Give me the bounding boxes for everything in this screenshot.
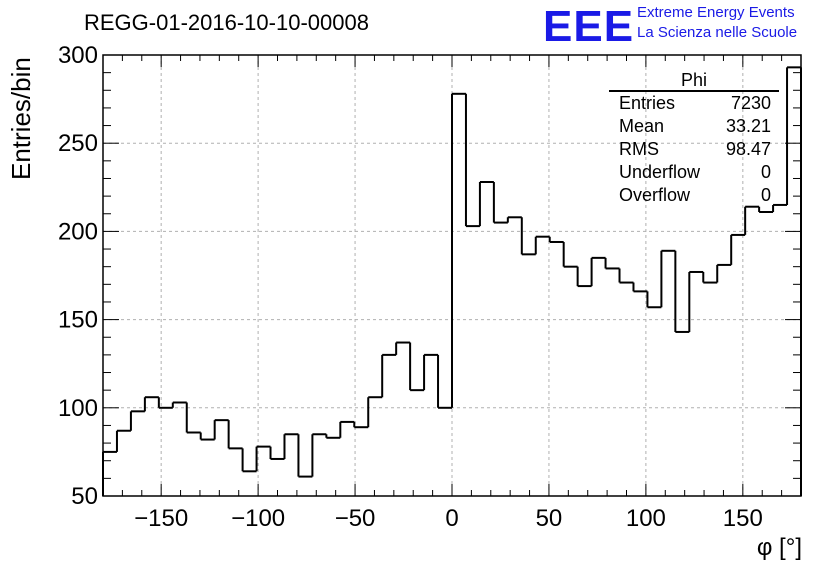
stats-value: 0 (760, 162, 771, 182)
logo-line-1: Extreme Energy Events (637, 4, 795, 21)
y-tick-label: 150 (58, 307, 98, 334)
x-tick-label: −150 (134, 505, 188, 532)
stats-row-entries: Entries 7230 (609, 92, 779, 115)
x-tick-label: 0 (445, 505, 458, 532)
x-tick-label: 50 (536, 505, 563, 532)
logo-line-2: La Scienza nelle Scuole (637, 24, 798, 41)
stats-row-overflow: Overflow 0 (609, 184, 779, 207)
chart-title: REGG-01-2016-10-10-00008 (84, 10, 369, 35)
x-tick-label: −100 (231, 505, 285, 532)
y-tick-label: 200 (58, 218, 98, 245)
stats-row-rms: RMS 98.47 (609, 138, 779, 161)
eee-logo: EEE (543, 2, 635, 51)
stats-label: Overflow (619, 185, 691, 205)
x-tick-label: 150 (723, 505, 763, 532)
y-tick-label: 250 (58, 130, 98, 157)
stats-row-mean: Mean 33.21 (609, 115, 779, 138)
stats-value: 0 (760, 185, 771, 205)
stats-box: Phi Entries 7230 Mean 33.21 RMS 98.47 Un… (609, 70, 779, 207)
stats-row-underflow: Underflow 0 (609, 161, 779, 184)
stats-label: Entries (619, 93, 676, 113)
y-tick-label: 100 (58, 395, 98, 422)
y-axis-label: Entries/bin (6, 57, 36, 180)
x-tick-label: −50 (335, 505, 376, 532)
stats-value: 98.47 (725, 139, 771, 159)
stats-value: 33.21 (725, 116, 771, 136)
stats-value: 7230 (730, 93, 771, 113)
x-axis-label: φ [°] (756, 534, 802, 561)
y-tick-label: 50 (71, 483, 98, 510)
x-tick-label: 100 (626, 505, 666, 532)
stats-label: RMS (619, 139, 659, 159)
stats-label: Underflow (619, 162, 701, 182)
stats-label: Mean (619, 116, 665, 136)
stats-title: Phi (609, 70, 779, 92)
histogram-step-edges (102, 67, 802, 496)
y-tick-label: 300 (58, 42, 98, 69)
